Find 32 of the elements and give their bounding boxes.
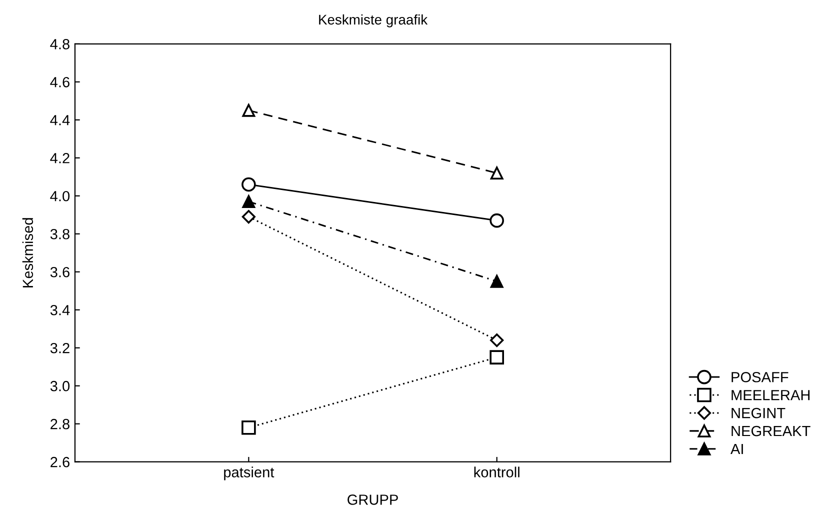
legend-label: POSAFF (732, 372, 788, 382)
y-tick-label: 3.4 (50, 304, 70, 316)
point (242, 177, 256, 192)
y-tick-label: 4.2 (50, 152, 70, 164)
y-tick-label: 2.6 (50, 456, 70, 468)
y-tick-label: 4.0 (50, 190, 70, 202)
legend-label: AI (730, 444, 743, 454)
y-tick-label: 4.4 (50, 115, 70, 126)
point (242, 104, 256, 117)
y-tick-label: 3.8 (50, 228, 70, 240)
point (490, 274, 504, 288)
point (490, 333, 504, 348)
y-axis-title: Keskmised (22, 218, 34, 288)
point (490, 213, 504, 228)
x-axis-title: GRUPP (348, 494, 398, 505)
y-tick-label: 4.8 (50, 39, 70, 50)
point (490, 166, 504, 180)
y-tick-label: 3.2 (50, 342, 70, 354)
x-tick-label: kontroll (474, 466, 520, 478)
point (490, 350, 504, 364)
y-tick-label: 2.8 (50, 418, 70, 430)
point (242, 420, 256, 435)
point (242, 195, 256, 208)
legend-label: MEELERAH (732, 390, 810, 400)
legend-label: NEGINT (732, 408, 786, 418)
y-tick-label: 3.6 (50, 266, 70, 278)
chart-title: Keskmiste graafik (319, 14, 428, 28)
y-tick-label: 4.6 (50, 77, 70, 88)
point (242, 210, 256, 224)
x-tick-label: patsient (224, 466, 274, 480)
y-tick-label: 3.0 (50, 380, 70, 392)
legend-label: NEGREAKT (732, 426, 810, 436)
